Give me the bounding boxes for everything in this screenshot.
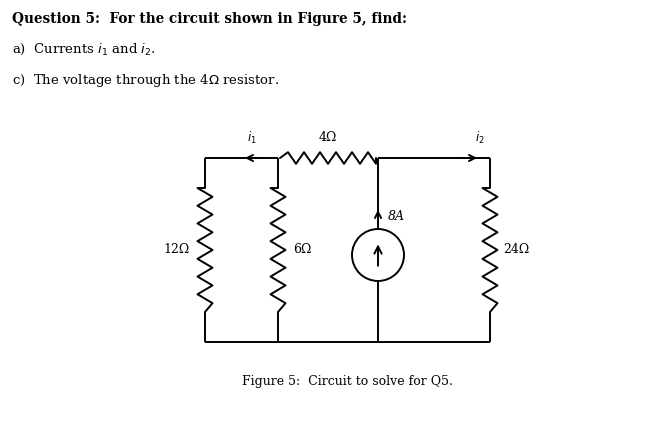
Text: 24Ω: 24Ω: [503, 243, 529, 257]
Text: Question 5:  For the circuit shown in Figure 5, find:: Question 5: For the circuit shown in Fig…: [12, 12, 407, 26]
Text: Figure 5:  Circuit to solve for Q5.: Figure 5: Circuit to solve for Q5.: [242, 375, 453, 388]
Text: c)  The voltage through the 4$\Omega$ resistor.: c) The voltage through the 4$\Omega$ res…: [12, 72, 279, 89]
Text: $i_2$: $i_2$: [475, 130, 485, 146]
Text: 4Ω: 4Ω: [319, 131, 337, 144]
Text: 12Ω: 12Ω: [164, 243, 190, 257]
Text: 6Ω: 6Ω: [293, 243, 312, 257]
Text: 8A: 8A: [388, 210, 405, 223]
Text: $i_1$: $i_1$: [247, 130, 257, 146]
Text: a)  Currents $i_1$ and $i_2$.: a) Currents $i_1$ and $i_2$.: [12, 42, 155, 57]
